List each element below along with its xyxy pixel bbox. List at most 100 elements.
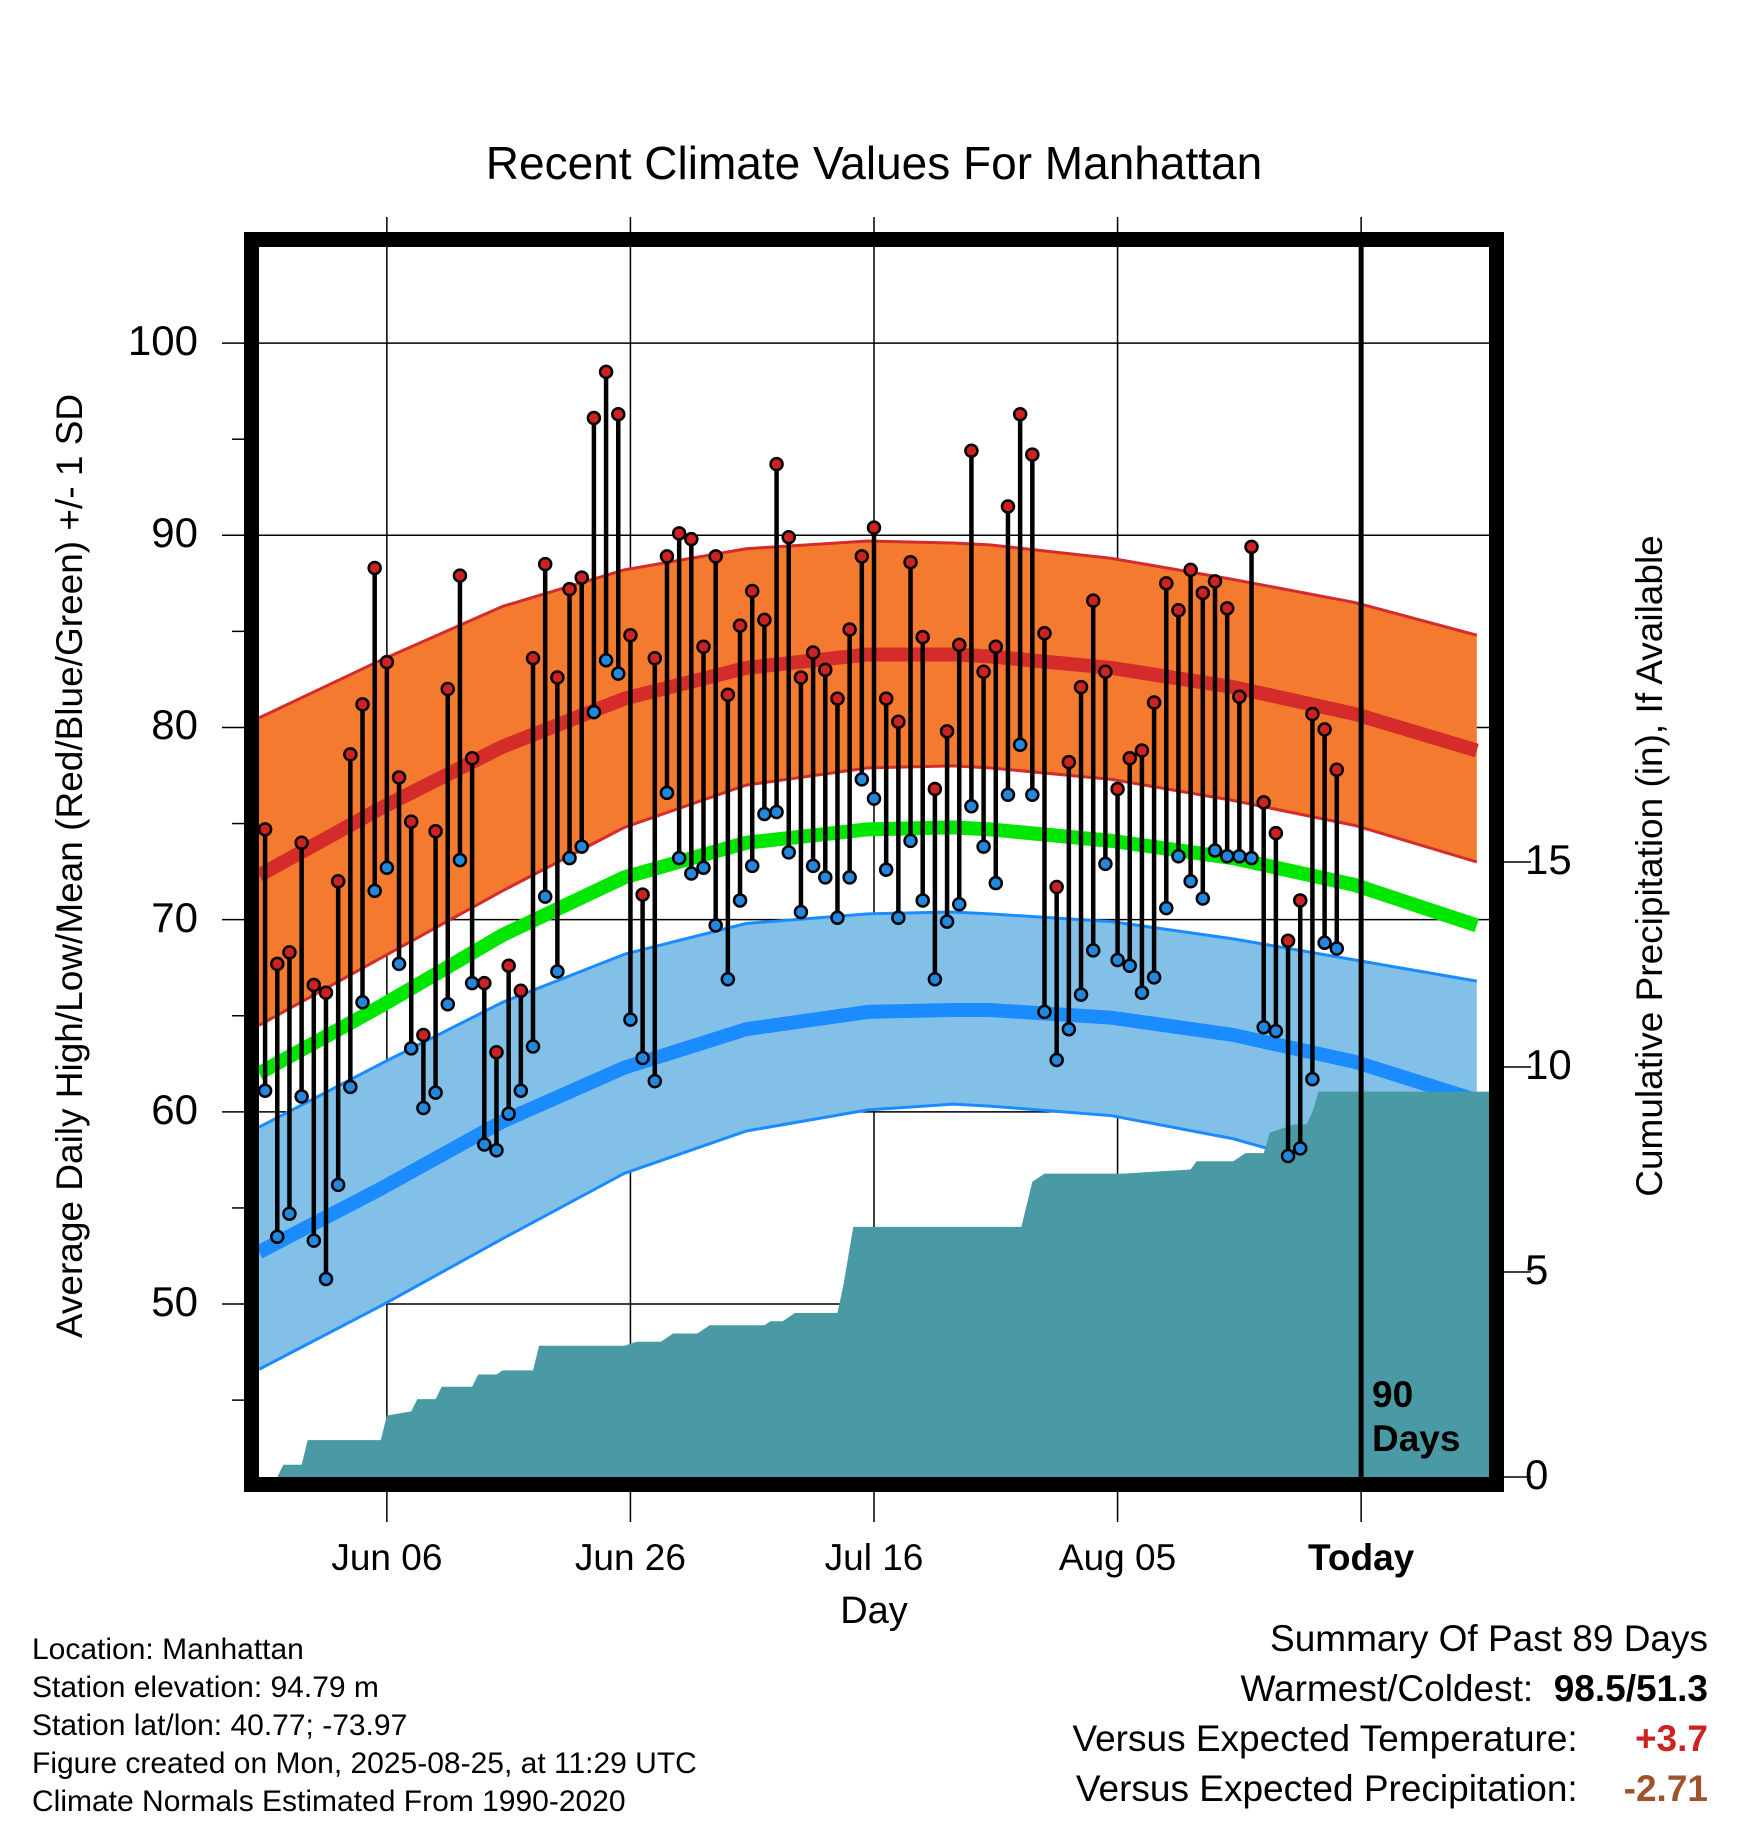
daily-high-point [355,697,370,712]
daily-low-point [915,893,930,908]
daily-high-point [537,556,553,572]
daily-low-point [684,866,699,881]
daily-low-point [671,850,687,866]
daily-low-point [330,1177,346,1193]
daily-low-point [1146,970,1162,985]
daily-low-point [513,1083,529,1098]
precipitation-fill [259,1091,1489,1477]
daily-low-point [270,1229,285,1245]
daily-high-point [501,958,516,974]
daily-low-point [257,1083,273,1098]
y-tick-label-80: 80 [151,701,198,749]
daily-low-point [988,875,1004,891]
daily-low-point [1305,1071,1320,1087]
daily-low-point [403,1041,419,1056]
summary-temp-row: Versus Expected Temperature: +3.7 [1072,1718,1708,1760]
plot-frame [244,232,1504,1492]
daily-low-point [805,858,821,874]
daily-high-point [1037,626,1052,641]
daily-high-point [1098,664,1113,679]
daily-high-point [574,570,589,585]
daily-high-point [732,618,748,633]
daily-high-point [343,747,358,762]
info-elevation: Station elevation: 94.79 m [32,1671,379,1704]
daily-high-point [367,560,382,576]
daily-high-point [854,549,870,564]
daily-high-point [1073,679,1089,695]
info-normals: Climate Normals Estimated From 1990-2020 [32,1785,626,1818]
today-days-number: 90 [1372,1374,1414,1415]
daily-low-point [1195,891,1211,906]
daily-high-point [1195,585,1211,601]
daily-low-point [964,799,979,814]
daily-low-point [939,914,955,929]
info-latlon: Station lat/lon: 40.77; -73.97 [32,1709,408,1742]
daily-low-point [818,870,833,885]
daily-high-point [793,670,809,685]
daily-low-point [976,839,991,854]
daily-low-point [1012,737,1028,753]
low-band-lower-edge [259,1102,1478,1371]
daily-high-point [294,835,309,851]
daily-low-point [842,870,857,885]
daily-low-point [757,806,772,822]
daily-low-point [1268,1023,1284,1039]
daily-low-point [1207,843,1223,858]
daily-low-point [598,652,614,668]
daily-high-point [951,637,967,653]
daily-high-point [270,956,285,972]
daily-high-point [464,750,480,766]
daily-high-point [757,612,772,628]
daily-high-point [1305,706,1320,722]
daily-high-point [598,364,614,380]
daily-high-point [1329,762,1345,777]
daily-low-point [586,704,602,720]
x-axis-label: Day [840,1590,908,1632]
daily-high-point [1244,539,1259,555]
daily-high-point [428,824,443,839]
daily-low-point [1159,900,1174,916]
chart-title: Recent Climate Values For Manhattan [485,137,1263,189]
summary-temp-value: +3.7 [1634,1718,1708,1759]
daily-low-point [708,918,723,933]
daily-high-point [842,622,857,637]
daily-low-point [793,904,809,920]
daily-low-point [1110,952,1125,968]
daily-high-point [1085,593,1101,608]
y2-tick-label-15: 15 [1525,836,1572,883]
daily-high-point [866,520,882,535]
daily-low-point [452,852,468,868]
daily-low-point [781,845,797,860]
daily-low-point [611,666,626,681]
daily-high-point [818,662,833,678]
daily-high-point [513,983,529,999]
daily-high-point [696,639,711,654]
daily-high-point [391,770,407,785]
daily-low-point [1329,941,1345,956]
daily-low-point [696,860,711,876]
summary-warm-cold-row: Warmest/Coldest: 98.5/51.3 [1240,1668,1708,1710]
daily-high-point [1292,893,1308,908]
daily-low-point [501,1106,516,1122]
daily-low-point [416,1100,431,1116]
daily-high-point [891,714,906,729]
daily-range-bars [262,371,1340,1280]
daily-temperature-points [257,364,1345,1287]
high-normal-band [259,541,1477,1026]
daily-high-point [1171,602,1186,618]
summary-precip-label: Versus Expected Precipitation: [1075,1768,1578,1809]
summary-precip-row: Versus Expected Precipitation: -2.71 [1076,1768,1708,1810]
daily-low-point [1000,787,1016,802]
y-tick-label-50: 50 [151,1278,198,1326]
daily-low-point [1073,987,1089,1002]
daily-high-point [318,985,334,1000]
summary-precip-value: -2.71 [1623,1768,1708,1809]
daily-low-point [1244,850,1259,866]
daily-low-point [635,1050,650,1066]
daily-low-point [732,893,748,908]
daily-high-point [1183,562,1198,578]
daily-low-point [379,860,395,876]
summary-heading: Summary Of Past 89 Days [1270,1618,1708,1659]
daily-low-point [720,971,736,987]
